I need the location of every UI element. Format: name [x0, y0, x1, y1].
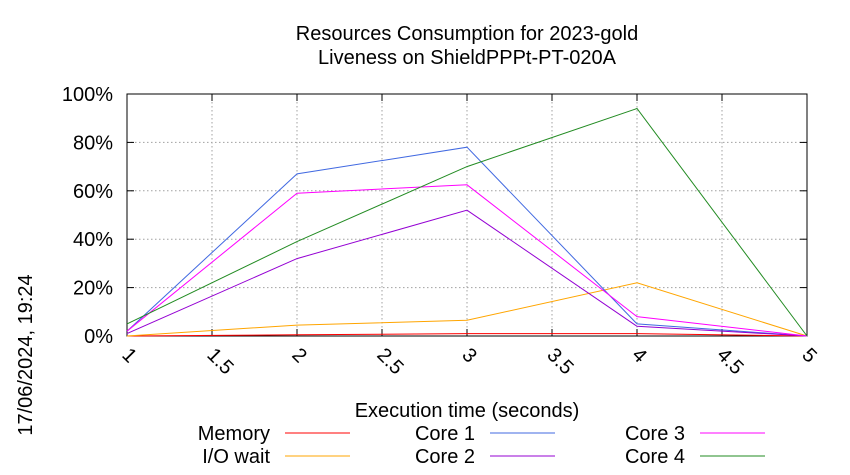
- y-tick-label: 100%: [62, 84, 113, 106]
- legend-label-core-2: Core 2: [415, 446, 475, 468]
- grid-lines: [127, 94, 807, 336]
- legend-label-memory: Memory: [198, 423, 270, 445]
- x-tick-label: 3: [457, 344, 480, 367]
- series-line-memory: [126, 333, 808, 337]
- series-lines: [126, 107, 808, 337]
- chart-title-line-2: Liveness on ShieldPPPt-PT-020A: [318, 47, 617, 69]
- x-axis-label: Execution time (seconds): [355, 400, 580, 422]
- x-tick-label: 2: [287, 344, 310, 367]
- x-tick-label: 1.5: [202, 344, 237, 379]
- x-tick-label: 1: [117, 344, 140, 367]
- plot-frame: [126, 93, 808, 337]
- series-line-core-3: [126, 184, 808, 337]
- y-tick-label: 20%: [73, 278, 113, 300]
- x-tick-label: 5: [797, 344, 820, 367]
- series-line-i-o-wait: [126, 282, 808, 337]
- x-tick-label: 4: [627, 344, 650, 367]
- x-tick-label: 3.5: [542, 344, 577, 379]
- chart-title-line-1: Resources Consumption for 2023-gold: [296, 23, 638, 45]
- legend-label-core-3: Core 3: [625, 423, 685, 445]
- y-tick-label: 40%: [73, 229, 113, 251]
- series-line-core-4: [126, 107, 808, 337]
- legend-label-core-1: Core 1: [415, 423, 475, 445]
- timestamp-label: 17/06/2024, 19:24: [15, 274, 37, 435]
- y-tick-label: 80%: [73, 132, 113, 154]
- y-tick-label: 0%: [84, 326, 113, 348]
- series-line-core-1: [126, 146, 808, 337]
- y-tick-label: 60%: [73, 181, 113, 203]
- legend-label-core-4: Core 4: [625, 446, 685, 468]
- series-line-core-2: [126, 209, 808, 337]
- x-tick-label: 2.5: [372, 344, 407, 379]
- legend-label-i-o-wait: I/O wait: [202, 446, 270, 468]
- x-tick-label: 4.5: [712, 344, 747, 379]
